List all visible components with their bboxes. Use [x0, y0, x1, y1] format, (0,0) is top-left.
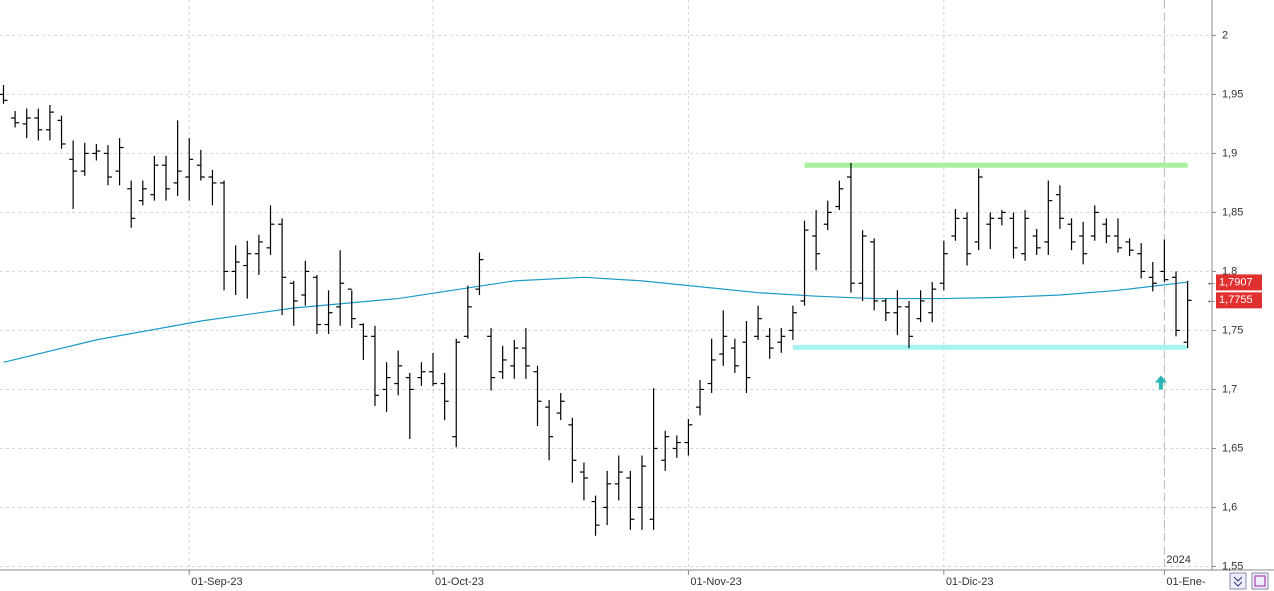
x-tick-label: 01-Oct-23 [435, 576, 484, 588]
y-tick-label: 1,9 [1222, 147, 1237, 159]
y-tick-label: 2 [1222, 29, 1228, 41]
x-tick-label: 01-Ene- [1166, 576, 1205, 588]
y-tick-label: 1,85 [1222, 206, 1243, 218]
price-label: 1,7907 [1219, 276, 1253, 288]
x-tick-label: 01-Nov-23 [690, 576, 741, 588]
x-tick-label: 01-Dic-23 [946, 576, 994, 588]
toolbar [1229, 572, 1269, 590]
save-button[interactable] [1251, 572, 1269, 590]
y-tick-label: 1,8 [1222, 265, 1237, 277]
price-pointer: ← [1206, 294, 1217, 306]
zoom-icon [1233, 576, 1243, 587]
y-tick-label: 1,7 [1222, 383, 1237, 395]
price-label: 1,7755 [1219, 294, 1253, 306]
y-tick-label: 1,75 [1222, 324, 1243, 336]
y-tick-label: 1,95 [1222, 88, 1243, 100]
save-icon [1254, 575, 1266, 587]
y-tick-label: 1,6 [1222, 501, 1237, 513]
x-tick-label: 01-Sep-23 [191, 576, 242, 588]
moving-average [3, 276, 1188, 363]
y-tick-label: 1,55 [1222, 560, 1243, 572]
price-label-box [1216, 274, 1262, 291]
price-pointer: ← [1206, 276, 1217, 288]
price-label-box [1216, 292, 1262, 309]
year-label: 2024 [1166, 554, 1190, 566]
y-tick-label: 1,65 [1222, 442, 1243, 454]
signal-arrow [1154, 375, 1167, 390]
